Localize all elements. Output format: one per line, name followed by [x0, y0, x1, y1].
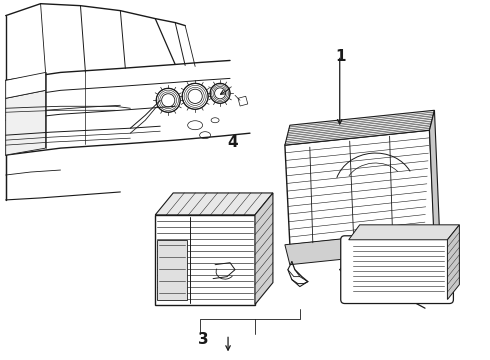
Polygon shape	[6, 72, 46, 98]
Polygon shape	[285, 110, 435, 145]
Text: 4: 4	[227, 135, 238, 150]
Polygon shape	[349, 225, 460, 240]
Polygon shape	[155, 193, 273, 215]
Polygon shape	[285, 230, 435, 265]
Bar	[238, 96, 248, 106]
Polygon shape	[157, 240, 187, 300]
Polygon shape	[6, 90, 46, 155]
Polygon shape	[285, 130, 435, 245]
Text: 1: 1	[335, 49, 345, 64]
Text: 3: 3	[198, 332, 209, 347]
Polygon shape	[447, 225, 460, 300]
FancyBboxPatch shape	[341, 236, 453, 303]
Text: 2: 2	[423, 289, 434, 304]
Polygon shape	[255, 193, 273, 305]
Polygon shape	[155, 215, 255, 305]
Polygon shape	[429, 110, 440, 250]
